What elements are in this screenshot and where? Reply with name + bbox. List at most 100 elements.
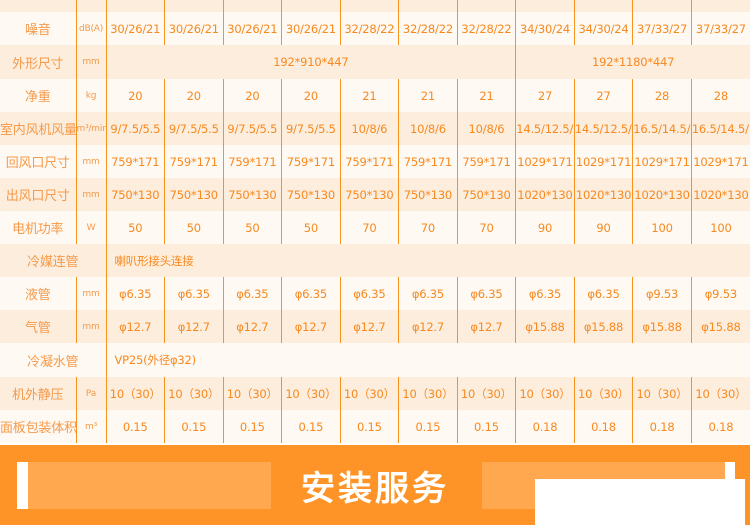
value-cell: 32/28/22 [456, 12, 516, 45]
value-cell: 70 [456, 211, 516, 244]
row-label [0, 0, 76, 12]
value-cell: 30/26/21 [105, 12, 165, 45]
value-cell: φ12.7 [164, 310, 224, 343]
value-cell: 30/26/21 [222, 12, 282, 45]
value-cell: 750*130 [164, 178, 224, 211]
value-cell: φ6.35 [339, 277, 399, 310]
value-cell: 30/26/21 [164, 12, 224, 45]
value-cell: 0.15 [164, 410, 224, 443]
value-cell: 759*171 [281, 145, 341, 178]
value-cell: 750*130 [339, 178, 399, 211]
value-cell: 10/8/6 [398, 112, 458, 145]
value-cell: φ6.35 [456, 277, 516, 310]
value-cell: 50 [222, 211, 282, 244]
value-cell: 1020*130 [632, 178, 692, 211]
overlay-block [535, 479, 745, 525]
value-cell: φ12.7 [398, 310, 458, 343]
value-cell: φ6.35 [515, 277, 575, 310]
value-cell: 32/28/22 [398, 12, 458, 45]
unit-cell: kg [75, 79, 106, 112]
value-cell: φ12.7 [339, 310, 399, 343]
row-label: 机外静压 [0, 377, 76, 410]
row-label: 净重 [0, 79, 76, 112]
value-cell: 0.15 [222, 410, 282, 443]
value-cell: 1029*171 [515, 145, 575, 178]
unit-cell: dB(A) [75, 12, 106, 45]
value-cell: 34/30/24 [515, 12, 575, 45]
value-cell: 0.18 [573, 410, 633, 443]
table-row: 机外静压 Pa 10（30） 10（30） 10（30） 10（30） 10（30） 10（3… [0, 377, 750, 410]
row-label: 冷凝水管 [0, 343, 106, 377]
value-cell: 10（30） [105, 377, 165, 410]
value-cell: 37/33/27 [690, 12, 750, 45]
row-label: 气管 [0, 310, 76, 343]
value-cell: 50 [281, 211, 341, 244]
value-cell: φ6.35 [398, 277, 458, 310]
value-cell: φ6.35 [164, 277, 224, 310]
value-cell: 16.5/14.5/10 [690, 112, 750, 145]
value-cell: 759*171 [339, 145, 399, 178]
value-cell: 50 [105, 211, 165, 244]
value-cell: 0.15 [339, 410, 399, 443]
value-cell [339, 0, 399, 12]
value-cell: 10（30） [164, 377, 224, 410]
table-row: 回风口尺寸 mm 759*171 759*171 759*171 759*171 759*1… [0, 145, 750, 178]
row-label: 面板包装体积 [0, 410, 76, 443]
value-cell: 21 [339, 79, 399, 112]
value-cell: φ15.88 [632, 310, 692, 343]
value-cell: 20 [222, 79, 282, 112]
table-row: 出风口尺寸 mm 750*130 750*130 750*130 750*130 750*1… [0, 178, 750, 211]
unit-cell [75, 0, 106, 12]
value-cell: 750*130 [456, 178, 516, 211]
value-cell: 750*130 [105, 178, 165, 211]
value-cell: 20 [164, 79, 224, 112]
table-row: 电机功率 W 50 50 50 50 70 70 70 90 90 100 100 [0, 211, 750, 244]
table-row: 噪音 dB(A) 30/26/21 30/26/21 30/26/21 30/26/21 3… [0, 12, 750, 45]
value-cell: 1029*171 [690, 145, 750, 178]
value-cell: 90 [573, 211, 633, 244]
value-cell: 14.5/12.5/8 [573, 112, 633, 145]
value-cell: 21 [398, 79, 458, 112]
unit-cell: m³ [75, 410, 106, 443]
merged-value: 192*910*447 [105, 45, 516, 79]
table-row: 外形尺寸 mm 192*910*447 192*1180*447 [0, 45, 750, 79]
value-cell: 10/8/6 [339, 112, 399, 145]
value-cell: 28 [690, 79, 750, 112]
value-cell: φ6.35 [222, 277, 282, 310]
value-cell: 16.5/14.5/10 [632, 112, 692, 145]
value-cell: 30/26/21 [281, 12, 341, 45]
row-label: 噪音 [0, 12, 76, 45]
value-cell: φ12.7 [222, 310, 282, 343]
value-cell: 10（30） [281, 377, 341, 410]
value-cell: 0.15 [456, 410, 516, 443]
row-label: 外形尺寸 [0, 45, 76, 79]
value-cell: 10（30） [690, 377, 750, 410]
merged-value: VP25(外径φ32) [105, 343, 750, 377]
table-row: 冷凝水管 VP25(外径φ32) [0, 343, 750, 377]
value-cell: 0.15 [281, 410, 341, 443]
value-cell: 10（30） [573, 377, 633, 410]
banner-left-bar [28, 462, 271, 509]
value-cell [105, 0, 165, 12]
value-cell: 27 [573, 79, 633, 112]
value-cell: 70 [398, 211, 458, 244]
value-cell [398, 0, 458, 12]
row-label: 回风口尺寸 [0, 145, 76, 178]
value-cell: 9/7.5/5.5 [164, 112, 224, 145]
value-cell: 90 [515, 211, 575, 244]
value-cell: 1029*171 [632, 145, 692, 178]
value-cell: 750*130 [398, 178, 458, 211]
value-cell: φ6.35 [105, 277, 165, 310]
value-cell: 750*130 [281, 178, 341, 211]
row-label: 室内风机风量 [0, 112, 76, 145]
table-row: 液管 mm φ6.35 φ6.35 φ6.35 φ6.35 φ6.35 φ6.35 φ6.35 φ… [0, 277, 750, 310]
value-cell: 0.15 [398, 410, 458, 443]
value-cell: 759*171 [222, 145, 282, 178]
value-cell: 100 [632, 211, 692, 244]
value-cell [164, 0, 224, 12]
value-cell: φ6.35 [573, 277, 633, 310]
value-cell: 0.18 [690, 410, 750, 443]
value-cell: 0.18 [515, 410, 575, 443]
unit-cell: W [75, 211, 106, 244]
value-cell: 27 [515, 79, 575, 112]
